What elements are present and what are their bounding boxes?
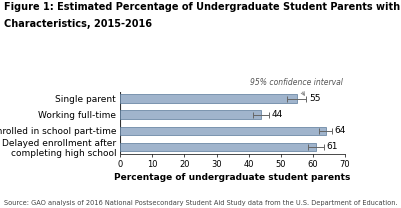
Bar bbox=[120, 110, 261, 119]
Text: Figure 1: Estimated Percentage of Undergraduate Student Parents with Selected: Figure 1: Estimated Percentage of Underg… bbox=[4, 2, 401, 12]
Text: 64: 64 bbox=[334, 126, 346, 135]
Text: Characteristics, 2015-2016: Characteristics, 2015-2016 bbox=[4, 19, 152, 29]
Text: 61: 61 bbox=[326, 142, 338, 151]
X-axis label: Percentage of undergraduate student parents: Percentage of undergraduate student pare… bbox=[114, 173, 351, 182]
Text: Source: GAO analysis of 2016 National Postsecondary Student Aid Study data from : Source: GAO analysis of 2016 National Po… bbox=[4, 200, 401, 207]
Text: 95% confidence interval: 95% confidence interval bbox=[250, 78, 343, 95]
Bar bbox=[120, 127, 326, 135]
Bar bbox=[120, 94, 297, 103]
Text: 44: 44 bbox=[272, 110, 283, 119]
Text: 55: 55 bbox=[309, 94, 320, 103]
Bar bbox=[120, 143, 316, 151]
